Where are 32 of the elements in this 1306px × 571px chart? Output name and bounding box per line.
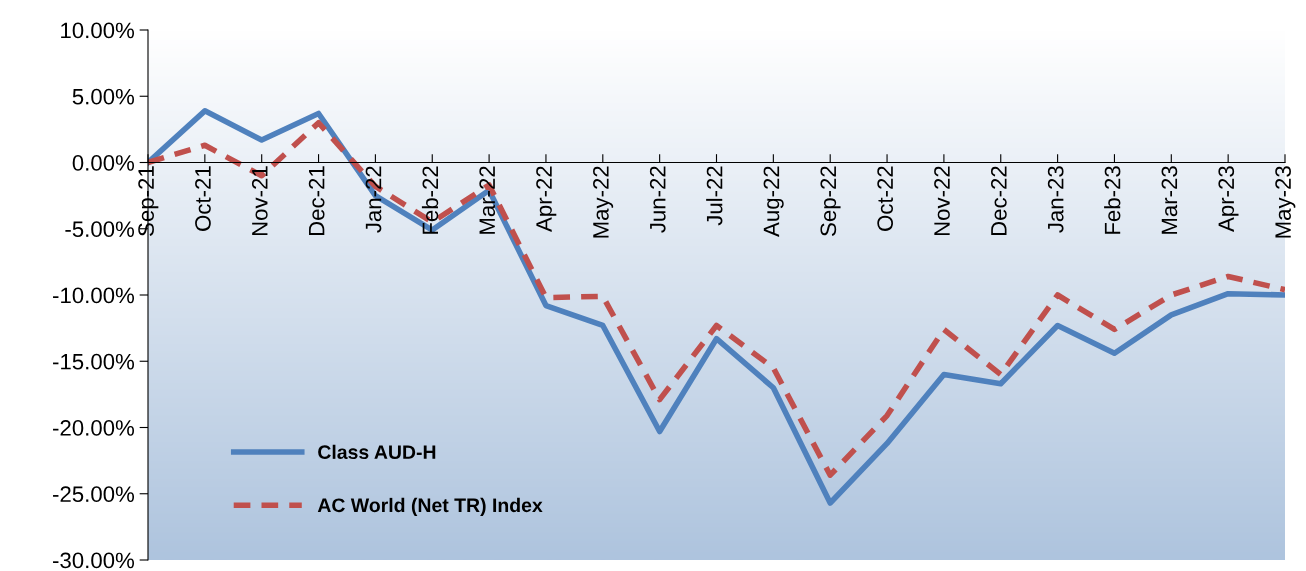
x-tick-label: Jan-23: [1047, 166, 1064, 233]
x-tick-label: Jun-22: [649, 166, 666, 233]
y-tick-label: -20.00%: [53, 420, 135, 436]
x-tick-label: Aug-22: [763, 166, 784, 237]
x-tick-label: Jul-22: [706, 166, 723, 226]
x-tick-label: Nov-21: [251, 166, 268, 236]
x-tick-label: Mar-22: [479, 166, 496, 234]
x-tick-label: Sep-22: [820, 166, 841, 236]
x-tick-label: Apr-22: [536, 166, 557, 232]
x-tick-label: May-23: [1275, 166, 1296, 238]
y-tick-label: 0.00%: [72, 155, 135, 171]
legend-label: Class AUD-H: [318, 444, 436, 460]
y-tick-label: -5.00%: [65, 221, 135, 238]
x-tick-label: Dec-22: [990, 166, 1007, 236]
x-tick-label: Feb-23: [1104, 166, 1121, 234]
x-tick-label: Oct-22: [877, 166, 894, 231]
y-tick-label: -25.00%: [53, 486, 135, 503]
y-tick-label: -30.00%: [53, 552, 135, 569]
x-tick-label: Oct-21: [195, 166, 211, 231]
y-tick-label: 10.00%: [61, 22, 135, 39]
x-tick-label: Sep-21: [138, 166, 159, 236]
y-tick-label: -10.00%: [53, 287, 135, 304]
x-tick-label: Apr-23: [1218, 166, 1239, 232]
y-tick-label: -15.00%: [53, 353, 135, 370]
x-tick-label: Mar-23: [1161, 166, 1178, 234]
legend-label: AC World (Net TR) Index: [317, 497, 543, 516]
x-tick-label: Feb-22: [421, 166, 439, 234]
x-tick-label: May-22: [593, 166, 614, 238]
x-tick-label: Jan-22: [365, 166, 382, 233]
x-tick-label: Nov-22: [934, 166, 950, 236]
y-tick-label: 5.00%: [72, 88, 135, 105]
x-tick-label: Dec-21: [308, 166, 325, 236]
